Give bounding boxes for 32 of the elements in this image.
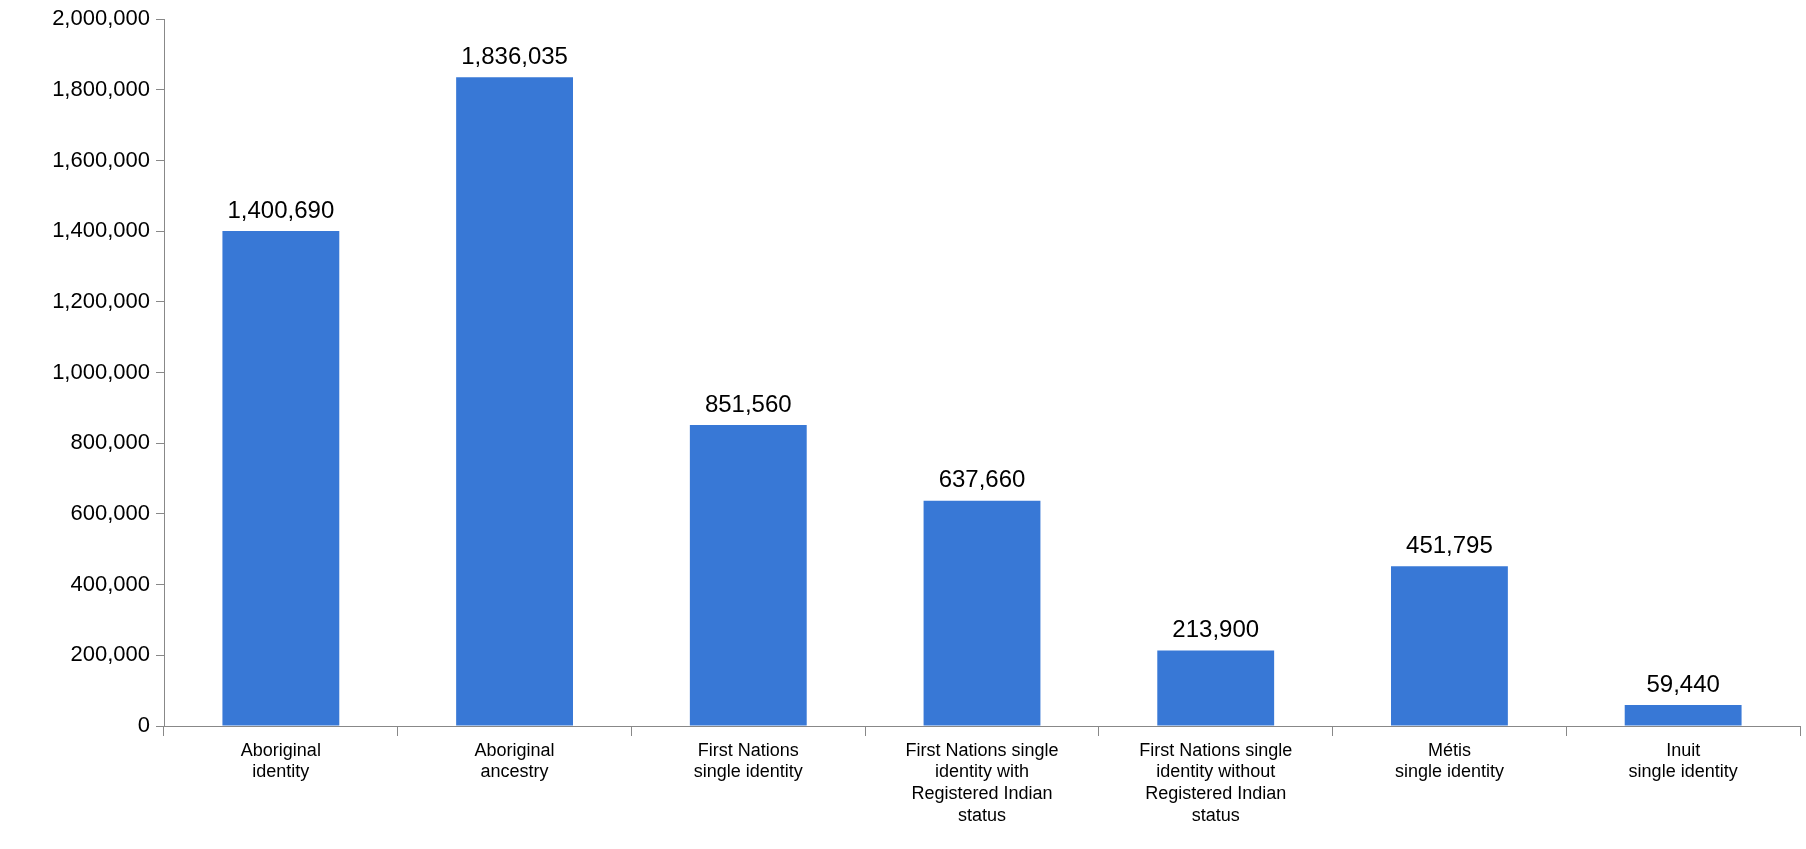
data-label: 637,660 (938, 465, 1026, 493)
x-tick-label: First Nations single identity with Registered Indian status (905, 739, 1059, 825)
y-tick-label: 1,000,000 (52, 358, 150, 384)
bar (1624, 704, 1742, 726)
data-label: 1,400,690 (227, 195, 335, 223)
data-label: 59,440 (1646, 669, 1720, 697)
x-tick-label: First Nations single identity without Registered Indian status (1139, 739, 1293, 825)
bar (222, 231, 340, 726)
bar (923, 500, 1041, 726)
data-label: 213,900 (1172, 615, 1260, 643)
x-tick-label: Métis single identity (1394, 739, 1504, 782)
y-tick-label: 800,000 (70, 429, 150, 455)
data-label: 1,836,035 (461, 41, 568, 69)
y-tick-label: 0 (137, 712, 150, 738)
bar (456, 77, 573, 726)
y-tick-label: 1,600,000 (52, 146, 150, 172)
y-tick-label: 1,400,000 (52, 217, 150, 243)
y-tick-label: 1,800,000 (52, 75, 150, 101)
data-label: 851,560 (704, 389, 792, 417)
y-tick-label: 1,200,000 (52, 287, 150, 313)
x-tick-label: Aboriginal ancestry (474, 739, 555, 782)
x-tick-label: First Nations single identity (693, 739, 803, 782)
y-tick-label: 400,000 (70, 570, 150, 596)
y-tick-label: 200,000 (70, 641, 150, 667)
x-tick-label: Aboriginal identity (240, 739, 321, 782)
y-tick-label: 600,000 (70, 500, 150, 526)
data-label: 451,795 (1406, 530, 1493, 558)
bar (689, 425, 807, 726)
bar (1157, 650, 1275, 726)
bar (1391, 566, 1508, 726)
y-tick-label: 2,000,000 (52, 5, 150, 31)
x-tick-label: Inuit single identity (1628, 739, 1738, 782)
